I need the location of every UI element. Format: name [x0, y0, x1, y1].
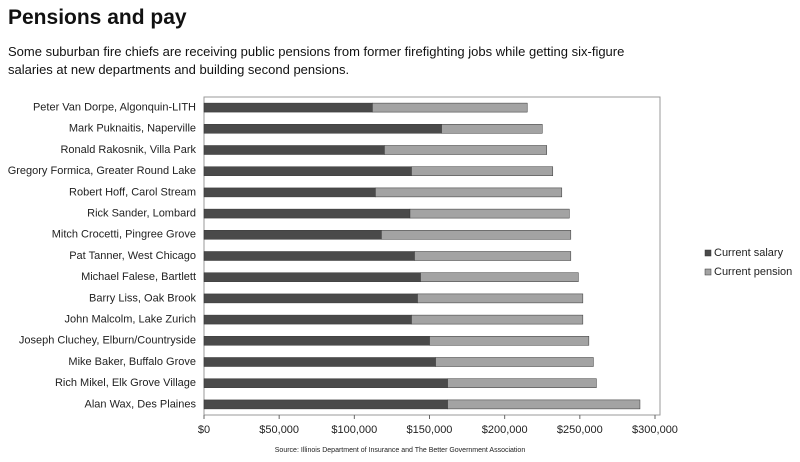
x-tick-label: $250,000 [557, 424, 603, 436]
subtitle: Some suburban fire chiefs are receiving … [8, 44, 625, 59]
bar-segment [375, 187, 563, 198]
bar-segment [435, 357, 594, 367]
y-tick-label: Rick Sander, Lombard [87, 208, 196, 220]
y-tick-label: Peter Van Dorpe, Algonquin-LITH [33, 102, 196, 114]
y-tick-label: Rich Mikel, Elk Grove Village [55, 377, 196, 389]
y-tick-label: John Malcolm, Lake Zurich [65, 314, 196, 326]
y-tick-label: Joseph Cluchey, Elburn/Countryside [19, 335, 196, 347]
bar-segment [420, 272, 579, 282]
legend-label: Current pension [714, 266, 792, 278]
bar-segment [447, 378, 597, 388]
bar-segment [203, 187, 376, 198]
bar-segment [203, 145, 385, 155]
x-tick-label: $50,000 [259, 424, 299, 436]
bar-segment [203, 336, 430, 346]
y-tick-label: Ronald Rakosnik, Villa Park [60, 144, 196, 156]
bar-segment [203, 399, 448, 410]
source: Source: Illinois Department of Insurance… [275, 447, 526, 454]
y-tick-label: Gregory Formica, Greater Round Lake [8, 165, 196, 177]
y-tick-label: Mike Baker, Buffalo Grove [68, 356, 196, 368]
y-tick-label: Alan Wax, Des Plaines [85, 398, 197, 410]
bar-segment [417, 293, 584, 304]
y-tick-label: Robert Hoff, Carol Stream [69, 186, 196, 198]
bar-segment [381, 230, 572, 240]
legend-label: Current salary [714, 247, 784, 259]
x-tick-label: $0 [198, 424, 210, 436]
chart-title: Pensions and pay [8, 6, 187, 29]
subtitle: salaries at new departments and building… [8, 62, 350, 77]
bar-segment [203, 102, 373, 113]
bar-segment [411, 166, 554, 176]
x-tick-label: $150,000 [407, 424, 453, 436]
bar-segment [203, 357, 436, 367]
bar-segment [203, 378, 448, 388]
bar-segment [203, 251, 415, 261]
x-tick-label: $200,000 [482, 424, 528, 436]
bar-segment [203, 124, 442, 134]
legend-swatch [704, 268, 712, 276]
x-tick-label: $100,000 [331, 424, 377, 436]
bar-segment [203, 314, 412, 325]
bar-segment [409, 208, 570, 219]
legend-swatch [704, 249, 712, 257]
bar-segment [203, 208, 411, 219]
bar-segment [411, 314, 584, 325]
bar-segment [441, 124, 543, 134]
x-tick-label: $300,000 [632, 424, 678, 436]
y-tick-label: Barry Liss, Oak Brook [89, 292, 196, 304]
bar-segment [203, 230, 382, 240]
y-tick-label: Michael Falese, Bartlett [81, 271, 196, 283]
bar-segment [384, 145, 548, 155]
bar-segment [203, 166, 412, 176]
bar-segment [203, 293, 418, 304]
bar-segment [447, 399, 641, 410]
y-tick-label: Mitch Crocetti, Pingree Grove [52, 229, 196, 241]
y-tick-label: Pat Tanner, West Chicago [69, 250, 196, 262]
y-tick-label: Mark Puknaitis, Naperville [69, 123, 196, 135]
bar-segment [414, 251, 572, 261]
bar-segment [372, 102, 528, 113]
bar-segment [203, 272, 421, 282]
bar-segment [429, 336, 590, 346]
